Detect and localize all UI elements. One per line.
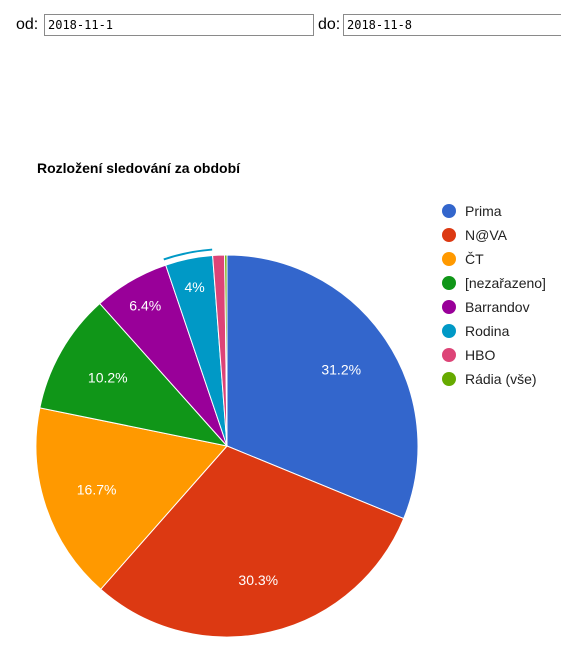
pie-slice-label-2: 16.7%	[77, 482, 117, 498]
legend-swatch	[442, 276, 456, 290]
legend-item-3[interactable]: [nezařazeno]	[442, 271, 546, 295]
pie-slice-0[interactable]	[226, 254, 419, 520]
legend-item-2[interactable]: ČT	[442, 247, 546, 271]
legend-swatch	[442, 228, 456, 242]
legend-swatch	[442, 204, 456, 218]
pie-slice-label-3: 10.2%	[88, 369, 128, 385]
legend-label: Rodina	[465, 323, 510, 339]
pie-slice-2[interactable]	[35, 407, 228, 590]
legend-swatch	[442, 324, 456, 338]
pie-slice-label-1: 30.3%	[238, 572, 278, 588]
hover-highlight-ring	[163, 248, 213, 261]
to-label: do:	[318, 16, 341, 33]
pie-slice-7[interactable]	[224, 254, 228, 447]
chart-legend: Prima N@VA ČT [nezařazeno] Barrandov Rodina HB…	[442, 199, 546, 391]
from-date-input[interactable]	[44, 14, 314, 36]
legend-item-5[interactable]: Rodina	[442, 319, 546, 343]
legend-item-4[interactable]: Barrandov	[442, 295, 546, 319]
pie-slice-label-4: 6.4%	[129, 298, 161, 314]
legend-item-0[interactable]: Prima	[442, 199, 546, 223]
legend-label: HBO	[465, 347, 496, 363]
legend-swatch	[442, 300, 456, 314]
chart-title: Rozložení sledování za období	[37, 160, 241, 176]
legend-item-6[interactable]: HBO	[442, 343, 546, 367]
from-label: od:	[16, 16, 39, 33]
legend-label: Rádia (vše)	[465, 371, 537, 387]
legend-swatch	[442, 372, 456, 386]
pie-slice-1[interactable]	[99, 445, 405, 638]
legend-item-1[interactable]: N@VA	[442, 223, 546, 247]
legend-label: ČT	[465, 251, 484, 267]
pie-slice-3[interactable]	[39, 302, 229, 447]
legend-label: Prima	[465, 203, 502, 219]
legend-label: [nezařazeno]	[465, 275, 546, 291]
to-date-input[interactable]	[343, 14, 561, 36]
legend-swatch	[442, 348, 456, 362]
legend-label: N@VA	[465, 227, 507, 243]
pie-slice-label-0: 31.2%	[321, 361, 361, 377]
pie-slice-label-5: 4%	[184, 279, 204, 295]
legend-item-7[interactable]: Rádia (vše)	[442, 367, 546, 391]
legend-label: Barrandov	[465, 299, 530, 315]
legend-swatch	[442, 252, 456, 266]
